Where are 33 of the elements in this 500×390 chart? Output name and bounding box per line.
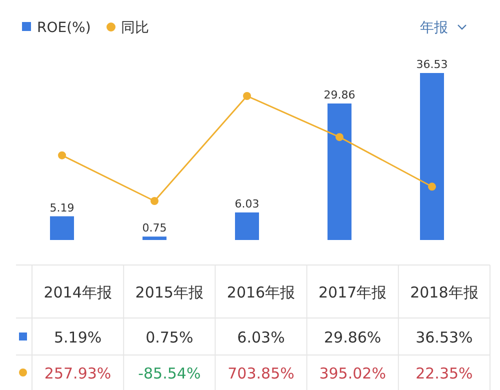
x-tick-label: 2015年报 [135, 284, 204, 302]
x-tick-label: 2018年报 [410, 284, 478, 302]
legend-label: ROE(%) [37, 20, 91, 36]
bar [328, 103, 352, 240]
annotation: 5.19 [50, 201, 74, 214]
data-label: 6.03% [237, 328, 285, 346]
x-tick-label: 2014年报 [44, 284, 112, 302]
data-label: 29.86% [324, 328, 382, 346]
bar [50, 216, 74, 240]
text: 年报 [420, 20, 448, 36]
data-label: 22.35% [416, 364, 473, 382]
bar [142, 236, 166, 240]
data-label: 703.85% [228, 364, 294, 382]
point [58, 151, 66, 160]
point [336, 133, 344, 142]
bar [235, 212, 259, 240]
point [243, 92, 251, 100]
annotation: 0.75 [142, 222, 167, 235]
point [428, 182, 436, 191]
bar [420, 73, 444, 240]
data-label: -85.54% [138, 364, 201, 382]
x-tick-label: 2016年报 [226, 284, 296, 302]
data-label: 257.93% [44, 364, 112, 382]
annotation: 29.86 [324, 88, 356, 102]
data-label: 0.75% [146, 328, 194, 346]
data-label: 395.02% [319, 364, 386, 382]
x-tick-label: 2017年报 [318, 284, 387, 302]
data-label: 36.53% [416, 328, 473, 346]
data-label: 5.19% [54, 328, 102, 346]
legend-label: 同比 [121, 20, 149, 36]
annotation: 6.03 [234, 197, 260, 210]
point [150, 197, 158, 205]
annotation: 36.53 [416, 58, 448, 71]
